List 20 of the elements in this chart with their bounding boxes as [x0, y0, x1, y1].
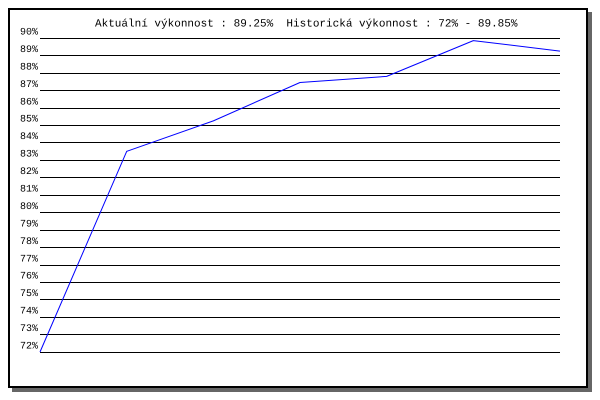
y-tick-label: 76%: [20, 272, 38, 283]
y-tick-label: 90%: [20, 28, 38, 38]
y-tick-label: 75%: [20, 289, 38, 300]
y-tick-label: 74%: [20, 306, 38, 318]
y-tick-label: 81%: [20, 184, 38, 196]
y-tick-label: 84%: [20, 132, 38, 144]
chart-title: Aktuální výkonnost : 89.25% Historická výkonnost : 72% - 89.85%: [95, 18, 518, 30]
y-tick-label: 77%: [20, 254, 38, 266]
y-tick-label: 87%: [20, 80, 38, 91]
y-tick-label: 89%: [20, 44, 38, 56]
y-tick-label: 72%: [20, 342, 38, 352]
y-tick-label: 86%: [20, 97, 38, 108]
y-tick-label: 80%: [20, 202, 38, 213]
y-tick-label: 79%: [20, 219, 38, 230]
y-tick-label: 88%: [20, 62, 38, 74]
y-tick-label: 82%: [20, 167, 38, 178]
y-tick-label: 83%: [20, 150, 38, 161]
y-tick-label: 73%: [20, 324, 38, 336]
y-tick-label: 85%: [20, 114, 38, 126]
y-tick-label: 78%: [20, 236, 38, 248]
